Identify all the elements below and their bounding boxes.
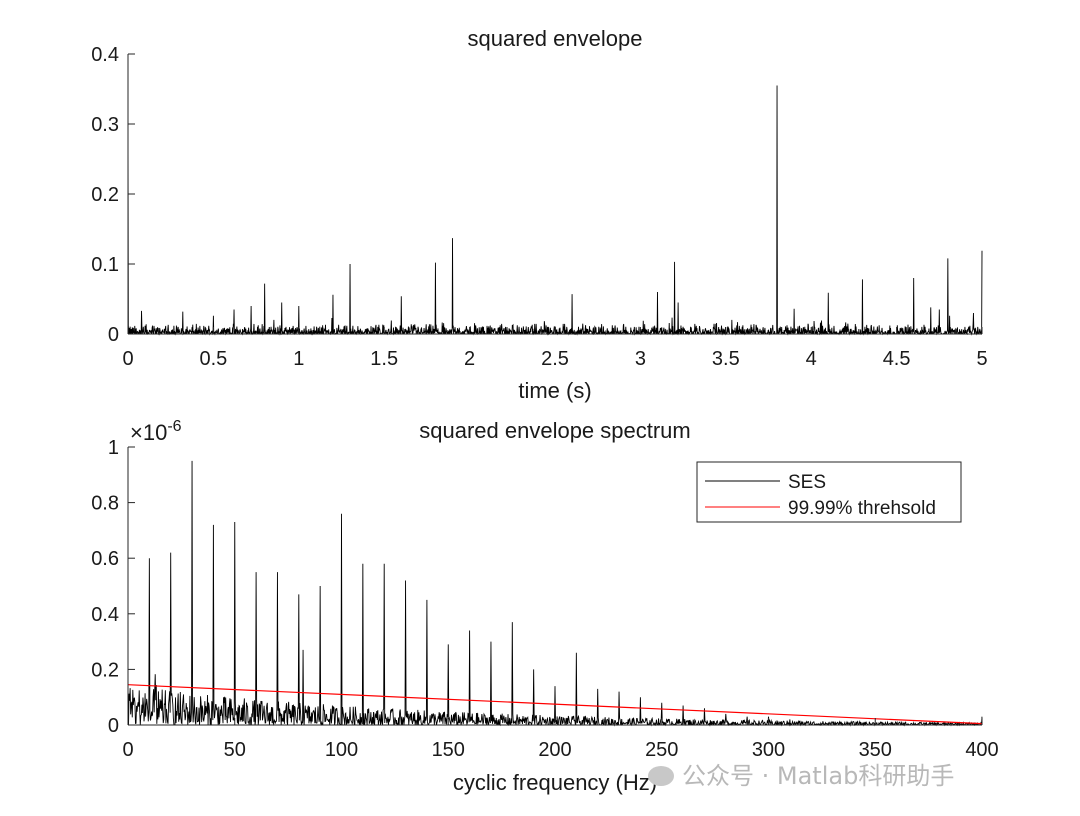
- x-tick-label: 200: [538, 739, 571, 761]
- x-tick-label: 3.5: [712, 348, 740, 370]
- x-ticks: 0 50 100 150 200 250 300 350 400: [122, 718, 999, 761]
- y-tick-label: 0: [108, 715, 119, 737]
- x-tick-label: 5: [976, 348, 987, 370]
- ses-line: [127, 460, 983, 727]
- y-exponent-power: -6: [167, 418, 181, 435]
- y-tick-label: 0.1: [91, 254, 119, 276]
- watermark-text: 公众号 · Matlab科研助手: [682, 762, 955, 790]
- squared-envelope-title: squared envelope: [468, 26, 643, 51]
- x-tick-label: 150: [432, 739, 465, 761]
- x-tick-label: 50: [224, 739, 246, 761]
- squared-envelope-spectrum-title: squared envelope spectrum: [419, 418, 691, 443]
- x-axis-label: cyclic frequency (Hz): [453, 770, 657, 795]
- squared-envelope-axes: squared envelope 0 0.5 1 1.5 2 2.5 3 3.5 4 4.5 5 0…: [91, 26, 987, 403]
- x-tick-label: 400: [965, 739, 998, 761]
- x-tick-label: 250: [645, 739, 678, 761]
- wechat-icon: [648, 766, 674, 786]
- legend-box: [696, 461, 962, 523]
- squared-envelope-spectrum-axes: squared envelope spectrum ×10-6 0 50 100 15…: [91, 418, 999, 795]
- y-tick-label: 0: [108, 324, 119, 346]
- x-tick-label: 2: [464, 348, 475, 370]
- x-tick-label: 3: [635, 348, 646, 370]
- x-tick-label: 4.5: [883, 348, 911, 370]
- x-axis-label: time (s): [518, 378, 591, 403]
- y-ticks: 0 0.1 0.2 0.3 0.4: [91, 44, 135, 346]
- legend-label-threshold: 99.99% threhsold: [788, 498, 936, 519]
- x-tick-label: 300: [752, 739, 785, 761]
- x-tick-label: 1: [293, 348, 304, 370]
- y-tick-label: 0.3: [91, 114, 119, 136]
- y-tick-label: 0.8: [91, 493, 119, 515]
- x-tick-label: 4: [806, 348, 817, 370]
- y-exponent-base: ×10: [130, 420, 167, 445]
- x-tick-label: 350: [859, 739, 892, 761]
- x-tick-label: 0.5: [199, 348, 227, 370]
- y-ticks: 0 0.2 0.4 0.6 0.8 1: [91, 437, 135, 737]
- x-tick-label: 0: [122, 348, 133, 370]
- legend-label-ses: SES: [788, 472, 826, 493]
- legend: SES 99.99% threhsold: [696, 461, 962, 523]
- x-tick-label: 2.5: [541, 348, 569, 370]
- y-exponent-label: ×10-6: [130, 418, 182, 445]
- y-tick-label: 0.6: [91, 548, 119, 570]
- y-tick-label: 0.4: [91, 44, 119, 66]
- x-tick-label: 100: [325, 739, 358, 761]
- y-tick-label: 1: [108, 437, 119, 459]
- x-ticks: 0 0.5 1 1.5 2 2.5 3 3.5 4 4.5 5: [122, 327, 988, 370]
- x-tick-label: 0: [122, 739, 133, 761]
- y-tick-label: 0.2: [91, 184, 119, 206]
- x-tick-label: 1.5: [370, 348, 398, 370]
- axes-background: [128, 54, 982, 334]
- watermark: 公众号 · Matlab科研助手: [648, 756, 954, 791]
- threshold-line: [127, 684, 983, 725]
- y-tick-label: 0.4: [91, 604, 119, 626]
- y-tick-label: 0.2: [91, 659, 119, 681]
- ses-series: [127, 460, 983, 727]
